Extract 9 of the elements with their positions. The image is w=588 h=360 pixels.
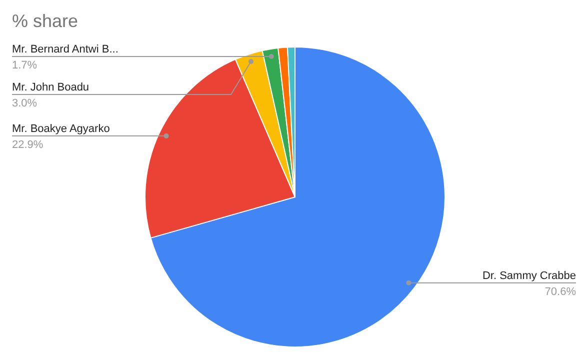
chart-title: % share xyxy=(12,11,78,31)
slice-label: Mr. Boakye Agyarko xyxy=(12,122,110,135)
slice-label: Dr. Sammy Crabbe xyxy=(482,270,576,282)
slice-label: Mr. John Boadu xyxy=(12,81,90,94)
data-label: 1.7% xyxy=(12,59,38,72)
data-label: 22.9% xyxy=(12,138,44,151)
data-label: 3.0% xyxy=(12,97,38,110)
slice-label: Mr. Bernard Antwi B... xyxy=(12,43,118,56)
data-label: 70.6% xyxy=(544,286,576,298)
